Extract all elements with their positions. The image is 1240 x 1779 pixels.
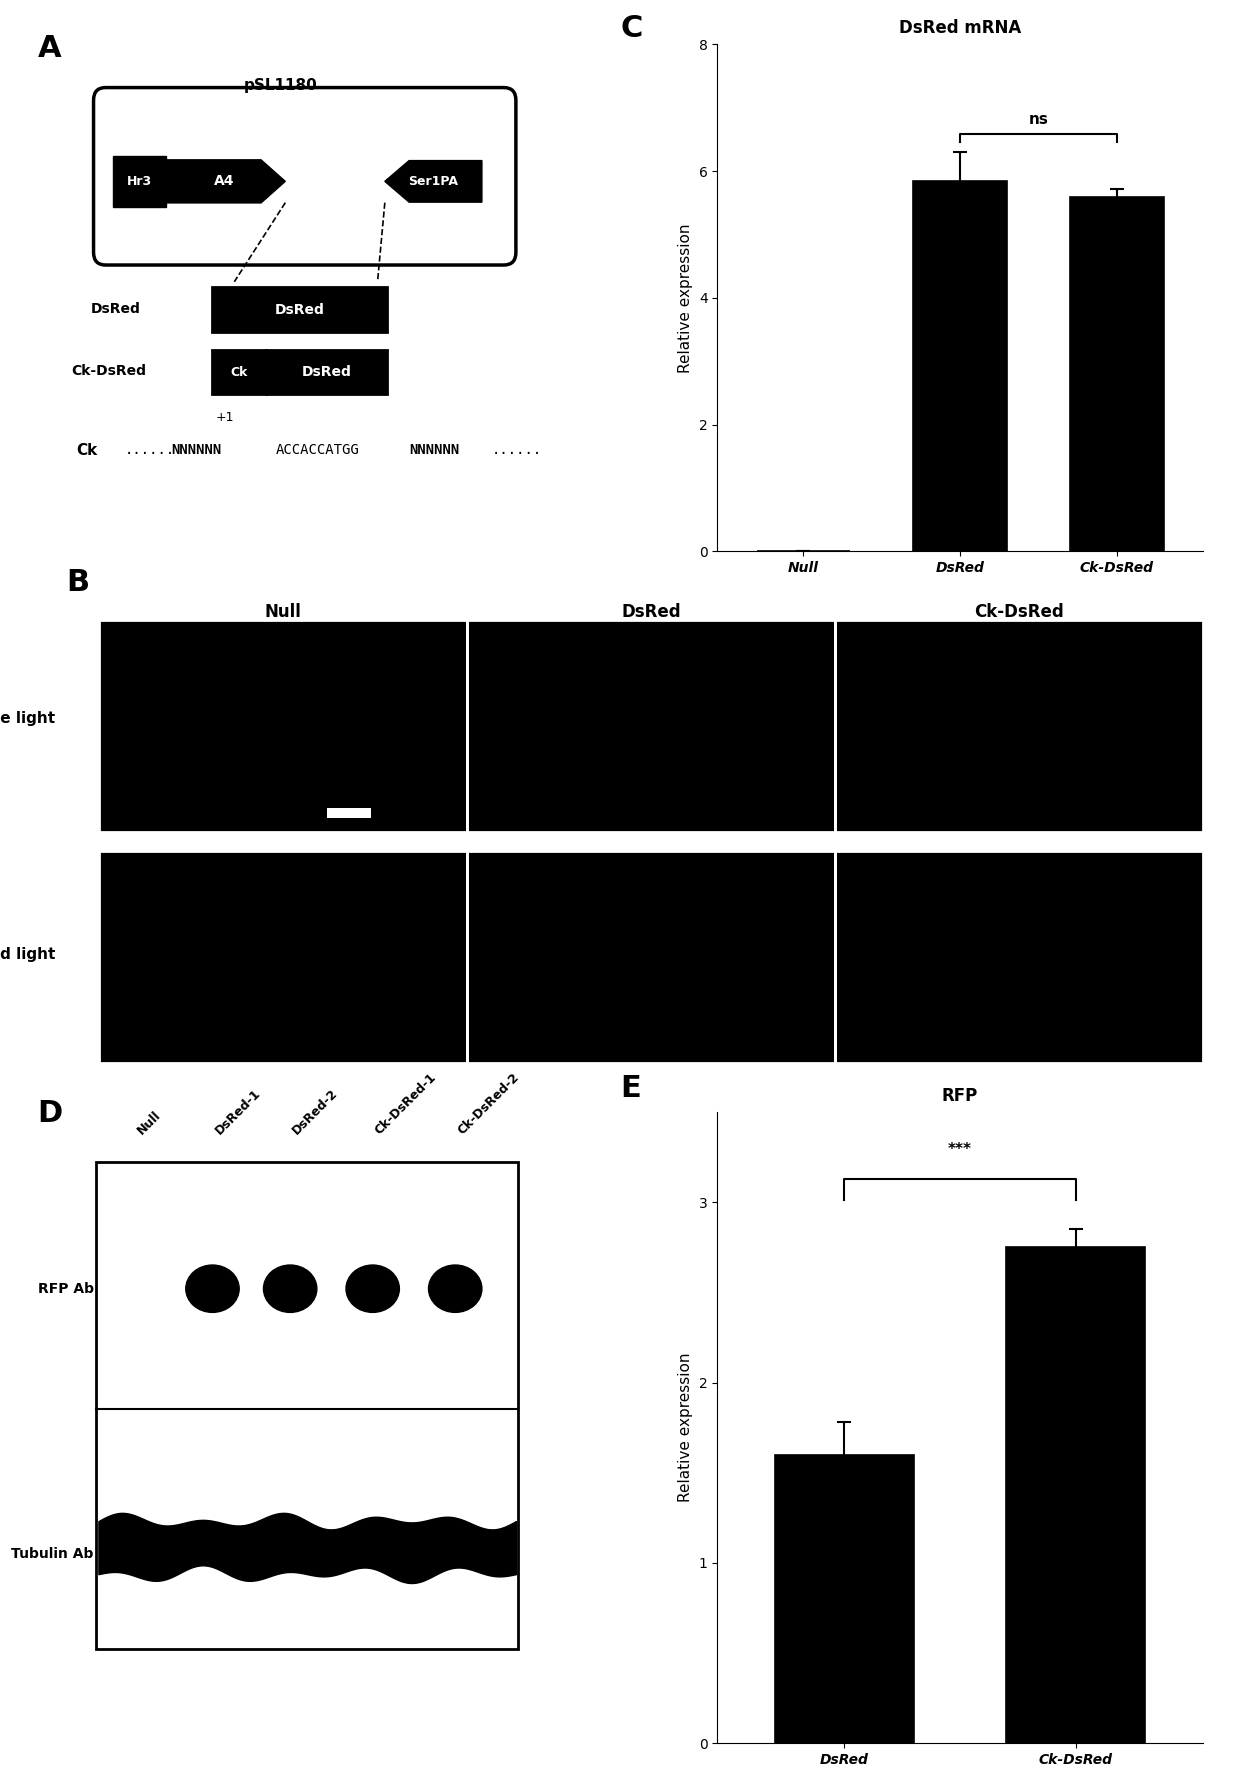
Title: DsRed mRNA: DsRed mRNA (899, 20, 1022, 37)
Bar (327, 808, 372, 818)
Text: Ck-DsRed-2: Ck-DsRed-2 (455, 1071, 522, 1137)
FancyArrow shape (166, 160, 285, 203)
Bar (113, 157, 166, 206)
Text: ACCACCATGG: ACCACCATGG (275, 443, 360, 457)
Text: B: B (66, 568, 89, 596)
FancyArrow shape (384, 160, 482, 203)
Text: Null: Null (135, 1108, 164, 1137)
Text: DsRed: DsRed (621, 603, 681, 621)
Bar (835, 850, 1203, 1062)
Text: ......: ...... (491, 443, 542, 457)
Bar (835, 619, 1203, 831)
Text: Null: Null (264, 603, 301, 621)
Bar (265, 350, 387, 395)
Bar (1070, 197, 1163, 551)
Text: A4: A4 (215, 174, 234, 189)
FancyBboxPatch shape (93, 87, 516, 265)
Text: Ck: Ck (231, 365, 248, 379)
Text: Tubulin Ab: Tubulin Ab (11, 1548, 93, 1560)
Text: ns: ns (1028, 112, 1048, 126)
Bar (212, 288, 387, 333)
Text: RFP Ab: RFP Ab (37, 1281, 93, 1295)
Text: Ck-DsRed: Ck-DsRed (72, 365, 146, 379)
Text: NNNNNN: NNNNNN (409, 443, 459, 457)
Bar (1007, 1247, 1145, 1743)
Text: ***: *** (949, 1142, 972, 1156)
Text: Ck: Ck (77, 443, 98, 457)
Text: Ser1PA: Ser1PA (408, 174, 459, 189)
Text: DsRed: DsRed (91, 302, 141, 317)
Ellipse shape (346, 1265, 399, 1313)
Bar (99, 619, 467, 831)
Text: DsRed-2: DsRed-2 (290, 1087, 341, 1137)
Text: pSL1180: pSL1180 (243, 78, 317, 93)
Ellipse shape (263, 1265, 317, 1313)
Y-axis label: Relative expression: Relative expression (678, 1352, 693, 1503)
Bar (212, 350, 265, 395)
Y-axis label: Relative expression: Relative expression (678, 222, 693, 374)
Text: E: E (620, 1075, 641, 1103)
Text: White light: White light (0, 712, 55, 726)
Text: NNNNNN: NNNNNN (171, 443, 222, 457)
Bar (95, 1162, 518, 1649)
Text: C: C (620, 14, 642, 43)
Text: A: A (37, 34, 61, 64)
Text: DsRed: DsRed (275, 302, 325, 317)
Ellipse shape (186, 1265, 239, 1313)
Text: D: D (37, 1099, 63, 1128)
Bar (913, 181, 1007, 551)
Text: DsRed: DsRed (301, 365, 351, 379)
Bar (99, 850, 467, 1062)
Text: Red light: Red light (0, 946, 55, 962)
Text: Hr3: Hr3 (128, 174, 153, 189)
Bar (775, 1455, 914, 1743)
Text: Ck-DsRed: Ck-DsRed (973, 603, 1064, 621)
Bar (467, 619, 835, 831)
Text: ......: ...... (125, 443, 175, 457)
Text: DsRed-1: DsRed-1 (212, 1087, 263, 1137)
Text: Ck-DsRed-1: Ck-DsRed-1 (373, 1071, 439, 1137)
Bar (467, 850, 835, 1062)
Ellipse shape (429, 1265, 482, 1313)
Title: RFP: RFP (942, 1087, 978, 1105)
Text: +1: +1 (216, 411, 234, 423)
